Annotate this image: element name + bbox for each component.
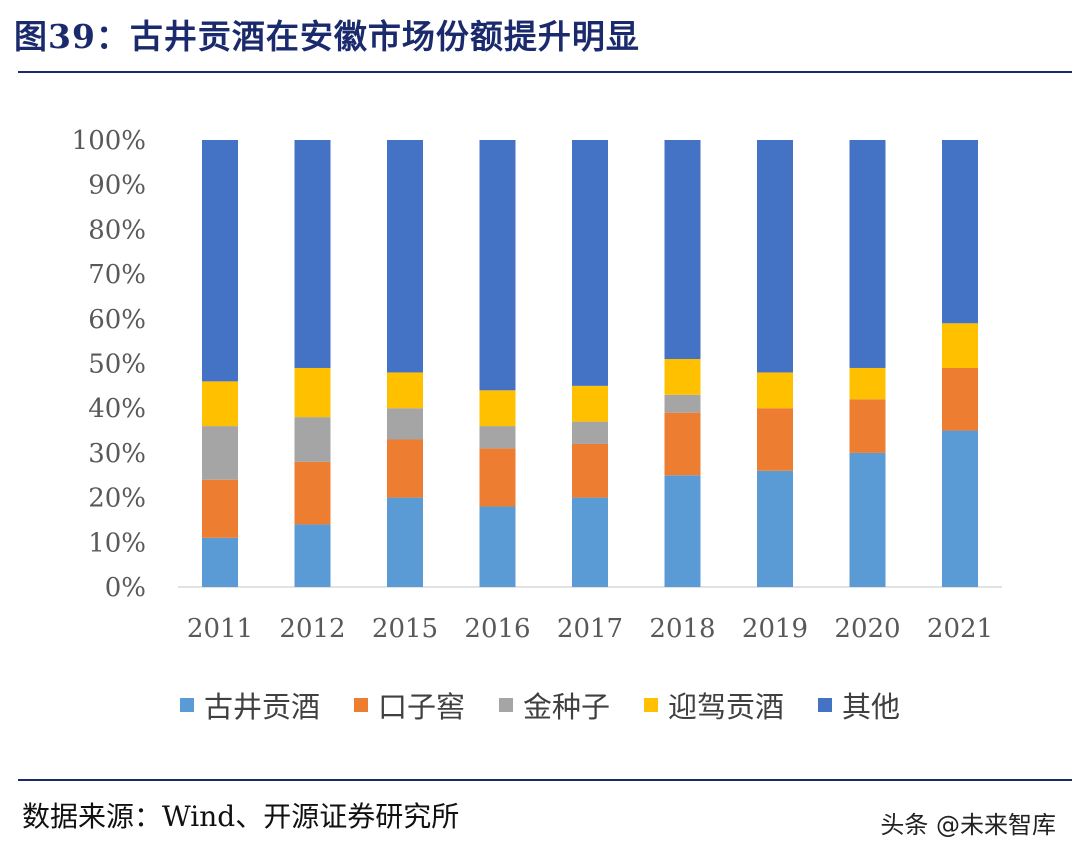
bar-segment (479, 390, 516, 427)
y-tick-label: 0% (105, 573, 146, 603)
y-tick-label: 80% (88, 215, 146, 245)
y-tick-label: 40% (88, 394, 146, 424)
x-tick-label: 2021 (927, 614, 993, 644)
bar-segment (942, 323, 978, 368)
x-tick-label: 2016 (464, 614, 530, 644)
legend-swatch (179, 698, 194, 712)
bar-segment (757, 408, 793, 471)
bar-segment (202, 381, 238, 427)
bar-segment (664, 475, 701, 587)
y-tick-label: 50% (88, 350, 146, 380)
bar-segment (664, 140, 701, 360)
bar-segment (757, 140, 793, 373)
bar-segment (294, 417, 331, 462)
footer-divider (18, 779, 1072, 781)
bar-segment (849, 399, 886, 453)
bar-segment (294, 140, 331, 368)
bar-segment (572, 443, 608, 498)
figure-title: 图39：古井贡酒在安徽市场份额提升明显 (14, 17, 640, 56)
chart-legend: 古井贡酒 口子窖 金种子 迎驾贡酒 其他 (0, 684, 1080, 726)
x-tick-label: 2012 (279, 614, 345, 644)
bar-segment (664, 412, 701, 476)
legend-label: 金种子 (522, 690, 610, 724)
legend-item: 金种子 (498, 684, 610, 726)
legend-swatch (818, 698, 833, 712)
legend-swatch (353, 698, 368, 712)
bar-segment (757, 470, 793, 587)
bar-segment (664, 359, 701, 395)
y-tick-label: 10% (88, 528, 146, 558)
bar-segment (387, 497, 423, 587)
x-tick-label: 2017 (557, 614, 623, 644)
bar-segment (202, 140, 238, 382)
bar-segment (479, 426, 516, 449)
bar-segment (572, 385, 608, 422)
legend-label: 迎驾贡酒 (668, 690, 785, 724)
x-tick-label: 2020 (834, 614, 900, 644)
bar-segment (294, 461, 331, 525)
bar-segment (202, 426, 238, 480)
bar-segment (387, 408, 423, 440)
bar-segment (387, 140, 423, 373)
bar-segment (572, 140, 608, 386)
legend-item: 其他 (818, 684, 900, 726)
legend-item: 口子窖 (353, 684, 465, 726)
bar-segment (479, 448, 516, 507)
bar-segment (572, 497, 608, 587)
legend-label: 其他 (842, 690, 901, 724)
bar-segment (849, 452, 886, 587)
legend-item: 迎驾贡酒 (644, 684, 784, 726)
x-tick-label: 2015 (372, 614, 438, 644)
bar-segment (387, 439, 423, 498)
bar-segment (664, 394, 701, 413)
bar-segment (294, 524, 331, 587)
bar-segment (757, 372, 793, 409)
y-tick-label: 90% (88, 171, 146, 201)
bar-segment (479, 506, 516, 587)
legend-label: 古井贡酒 (203, 690, 320, 724)
bar-segment (387, 372, 423, 409)
legend-label: 口子窖 (377, 690, 465, 724)
bar-segment (202, 479, 238, 538)
y-tick-label: 60% (88, 305, 146, 335)
y-tick-label: 70% (88, 260, 146, 290)
bar-segment (849, 140, 886, 368)
x-tick-label: 2019 (742, 614, 808, 644)
stacked-bar-chart: 0% 10% 20% 30% 40% 50% 60% 70% 80% 90% 100% 2011 20… (72, 126, 1002, 644)
bar-segment (849, 367, 886, 400)
title-divider (18, 71, 1072, 73)
bar-segment (479, 140, 516, 391)
x-tick-label: 2018 (649, 614, 715, 644)
x-tick-label: 2011 (187, 614, 253, 644)
bar-segment (572, 421, 608, 444)
bar-segment (942, 430, 978, 587)
y-tick-label: 30% (88, 439, 146, 469)
legend-swatch (644, 698, 658, 712)
legend-swatch (498, 698, 513, 712)
watermark: 头条 @未来智库 (880, 811, 1056, 839)
bar-segment (294, 367, 331, 418)
bar-segment (942, 140, 978, 324)
data-source: 数据来源：Wind、开源证券研究所 (22, 800, 460, 833)
y-tick-label: 20% (88, 484, 146, 514)
legend-item: 古井贡酒 (179, 684, 320, 726)
y-tick-label: 100% (72, 126, 146, 156)
bar-segment (942, 367, 978, 431)
bar-segment (202, 537, 238, 587)
